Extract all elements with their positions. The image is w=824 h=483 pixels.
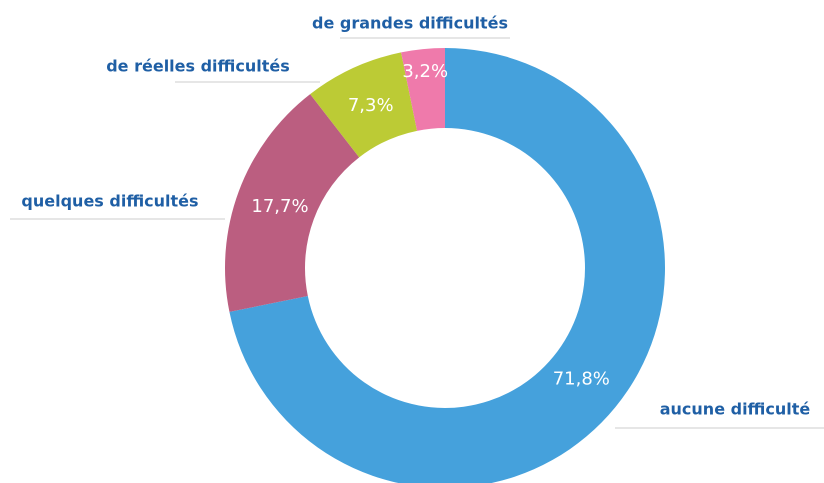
donut-slice [225,94,360,312]
category-label: de grandes difficultés [312,14,508,33]
category-label: aucune difficulté [660,400,811,419]
category-label: quelques difficultés [21,192,198,211]
donut-slice [401,48,445,131]
donut-slice [310,52,418,158]
value-label: 17,7% [251,196,308,217]
value-label: 7,3% [348,95,394,116]
value-label: 71,8% [553,368,610,389]
donut-slice [229,48,665,483]
category-label: de réelles difficultés [106,57,290,76]
value-label: 3,2% [402,61,448,82]
